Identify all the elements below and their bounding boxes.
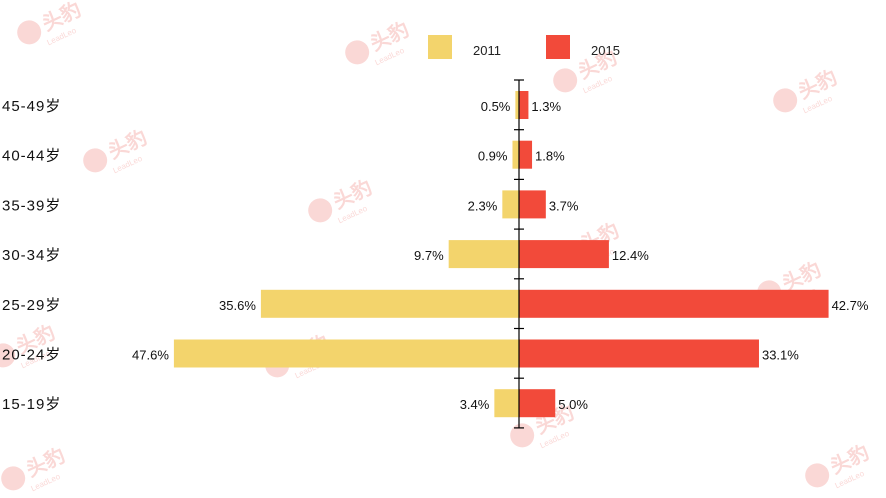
bar-2015: [519, 140, 533, 169]
bar-2011: [502, 190, 519, 219]
bars-layer: [173, 91, 829, 418]
data-label-2011: 47.6%: [132, 348, 169, 363]
legend-swatch-2015: [546, 35, 570, 59]
watermark-text: 头豹: [778, 257, 824, 296]
watermark-text: 头豹: [22, 443, 68, 482]
bar-2011: [173, 339, 519, 368]
bar-2015: [519, 91, 529, 119]
category-label: 45-49岁: [2, 98, 61, 115]
bar-2015: [519, 240, 609, 269]
data-label-2015: 33.1%: [762, 348, 799, 363]
data-label-2011: 3.4%: [460, 397, 490, 412]
bar-2011: [260, 289, 519, 318]
center-axis: [514, 79, 524, 429]
data-label-2011: 2.3%: [468, 198, 498, 213]
data-label-2011: 9.7%: [414, 248, 444, 263]
data-label-2015: 42.7%: [832, 298, 869, 313]
watermark-text: 头豹: [38, 0, 84, 36]
labels-layer: 45-49岁 0.5% 1.3% 40-44岁 0.9% 1.8% 35-39岁 2.3% 3.…: [2, 98, 869, 413]
watermark-text: 头豹: [826, 440, 872, 479]
category-label: 20-24岁: [2, 347, 61, 364]
data-label-2015: 1.3%: [531, 99, 561, 114]
legend-label-2015: 2015: [591, 43, 620, 58]
bar-2011: [448, 240, 519, 269]
bar-2015: [519, 339, 759, 368]
category-label: 40-44岁: [2, 148, 61, 165]
bar-2015: [519, 190, 546, 219]
data-label-2011: 35.6%: [219, 298, 256, 313]
legend-swatch-2011: [428, 35, 452, 59]
data-label-2015: 3.7%: [549, 198, 579, 213]
data-label-2011: 0.5%: [481, 99, 511, 114]
bar-2015: [519, 389, 556, 418]
watermark-text: 头豹: [366, 17, 412, 56]
category-label: 15-19岁: [2, 396, 61, 413]
watermark-text: 头豹: [104, 125, 150, 164]
category-label: 30-34岁: [2, 247, 61, 264]
data-label-2015: 5.0%: [558, 397, 588, 412]
legend: 2011 2015: [428, 35, 620, 59]
category-label: 25-29岁: [2, 297, 61, 314]
data-label-2015: 1.8%: [535, 149, 565, 164]
category-label: 35-39岁: [2, 197, 61, 214]
data-label-2011: 0.9%: [478, 149, 508, 164]
watermark-text: 头豹: [794, 65, 840, 104]
bar-2015: [519, 289, 829, 318]
data-label-2015: 12.4%: [612, 248, 649, 263]
legend-label-2011: 2011: [473, 43, 501, 58]
bar-2011: [515, 91, 519, 119]
bar-2011: [512, 140, 519, 169]
bar-2011: [494, 389, 519, 418]
watermark-text: 头豹: [329, 175, 375, 214]
